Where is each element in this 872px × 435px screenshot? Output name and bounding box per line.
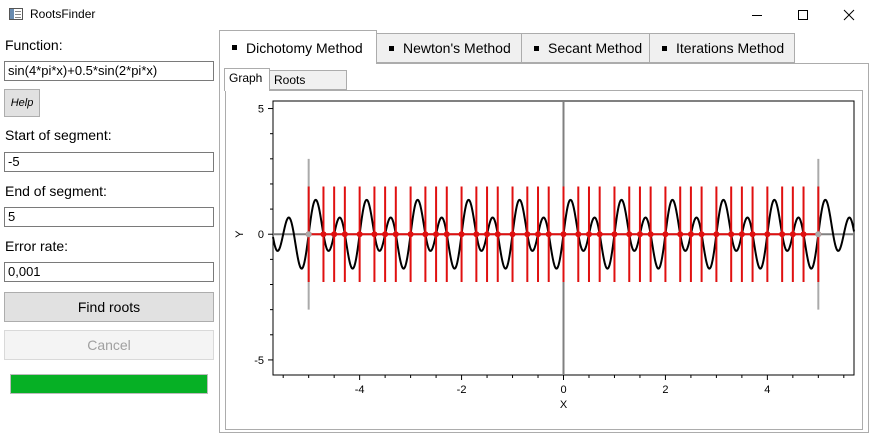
root-point — [341, 231, 348, 238]
x-tick-label: 4 — [764, 384, 770, 396]
root-point — [698, 231, 705, 238]
root-point — [331, 231, 338, 238]
root-point — [789, 231, 796, 238]
segment-bound-point — [305, 231, 312, 238]
root-point — [443, 231, 450, 238]
function-plot: -4 -2 0 2 4 -5 0 5 X Y — [234, 100, 855, 411]
x-axis-label: X — [560, 399, 568, 411]
root-point — [356, 231, 363, 238]
root-point — [371, 231, 378, 238]
maximize-icon — [798, 10, 808, 20]
function-label: Function: — [5, 37, 63, 53]
root-point — [494, 231, 501, 238]
bullet-icon — [534, 45, 539, 51]
tab-secant[interactable]: Secant Method — [521, 33, 650, 63]
method-tab-panel: Graph Roots details -4 -2 0 2 4 -5 0 5 X Y — [219, 63, 869, 433]
progress-bar — [10, 374, 208, 394]
y-tick-label: 5 — [258, 104, 264, 116]
root-point — [484, 231, 491, 238]
tab-label: Iterations Method — [676, 40, 785, 56]
root-point — [779, 231, 786, 238]
maximize-button[interactable] — [780, 0, 826, 30]
root-point — [596, 231, 603, 238]
segment-bound-point — [815, 231, 822, 238]
root-point — [433, 231, 440, 238]
root-point — [509, 231, 516, 238]
app-icon — [9, 8, 23, 20]
root-point — [636, 231, 643, 238]
y-tick-label: 0 — [258, 229, 264, 241]
root-point — [647, 231, 654, 238]
bullet-icon — [662, 45, 667, 51]
cancel-button[interactable]: Cancel — [4, 330, 214, 360]
subtab-roots-details[interactable]: Roots details — [269, 70, 347, 105]
error-rate-input[interactable]: 0,001 — [4, 262, 214, 282]
end-segment-input[interactable]: 5 — [4, 207, 214, 227]
x-tick-label: -2 — [457, 384, 467, 396]
root-point — [713, 231, 720, 238]
tab-label: Secant Method — [548, 40, 643, 56]
root-point — [382, 231, 389, 238]
progress-fill — [11, 375, 207, 393]
tab-newton[interactable]: Newton's Method — [376, 33, 522, 63]
minimize-button[interactable] — [734, 0, 780, 30]
root-point — [320, 231, 327, 238]
error-rate-label: Error rate: — [5, 238, 69, 254]
root-point — [749, 231, 756, 238]
bullet-icon — [389, 45, 394, 51]
root-point — [626, 231, 633, 238]
root-point — [611, 231, 618, 238]
close-button[interactable] — [826, 0, 872, 30]
help-button[interactable]: Help — [4, 89, 40, 117]
y-tick-label: -5 — [254, 355, 264, 367]
root-point — [560, 231, 567, 238]
x-tick-label: 0 — [560, 384, 566, 396]
root-point — [800, 231, 807, 238]
root-point — [764, 231, 771, 238]
root-point — [473, 231, 480, 238]
tab-label: Dichotomy Method — [246, 39, 363, 56]
close-icon — [843, 9, 855, 21]
subtab-graph[interactable]: Graph — [224, 68, 270, 91]
root-point — [728, 231, 735, 238]
root-point — [575, 231, 582, 238]
x-tick-label: -4 — [355, 384, 365, 396]
start-segment-input[interactable]: -5 — [4, 152, 214, 172]
y-axis-label: Y — [234, 230, 246, 238]
root-point — [585, 231, 592, 238]
root-point — [407, 231, 414, 238]
root-point — [662, 231, 669, 238]
graph-panel: -4 -2 0 2 4 -5 0 5 X Y — [225, 90, 863, 430]
tab-label: Newton's Method — [403, 40, 511, 56]
root-point — [392, 231, 399, 238]
root-point — [535, 231, 542, 238]
title-bar: RootsFinder — [0, 0, 872, 30]
find-roots-button[interactable]: Find roots — [4, 292, 214, 322]
root-point — [677, 231, 684, 238]
root-point — [422, 231, 429, 238]
window-title: RootsFinder — [30, 7, 96, 21]
function-input[interactable]: sin(4*pi*x)+0.5*sin(2*pi*x) — [4, 61, 214, 81]
end-segment-label: End of segment: — [5, 183, 107, 199]
minimize-icon — [752, 14, 762, 16]
root-point — [458, 231, 465, 238]
tab-iterations[interactable]: Iterations Method — [649, 33, 795, 63]
bullet-icon — [232, 45, 237, 50]
root-point — [545, 231, 552, 238]
root-point — [524, 231, 531, 238]
root-point — [738, 231, 745, 238]
root-point — [687, 231, 694, 238]
tab-dichotomy[interactable]: Dichotomy Method — [219, 30, 377, 64]
start-segment-label: Start of segment: — [5, 127, 112, 143]
x-tick-label: 2 — [662, 384, 668, 396]
